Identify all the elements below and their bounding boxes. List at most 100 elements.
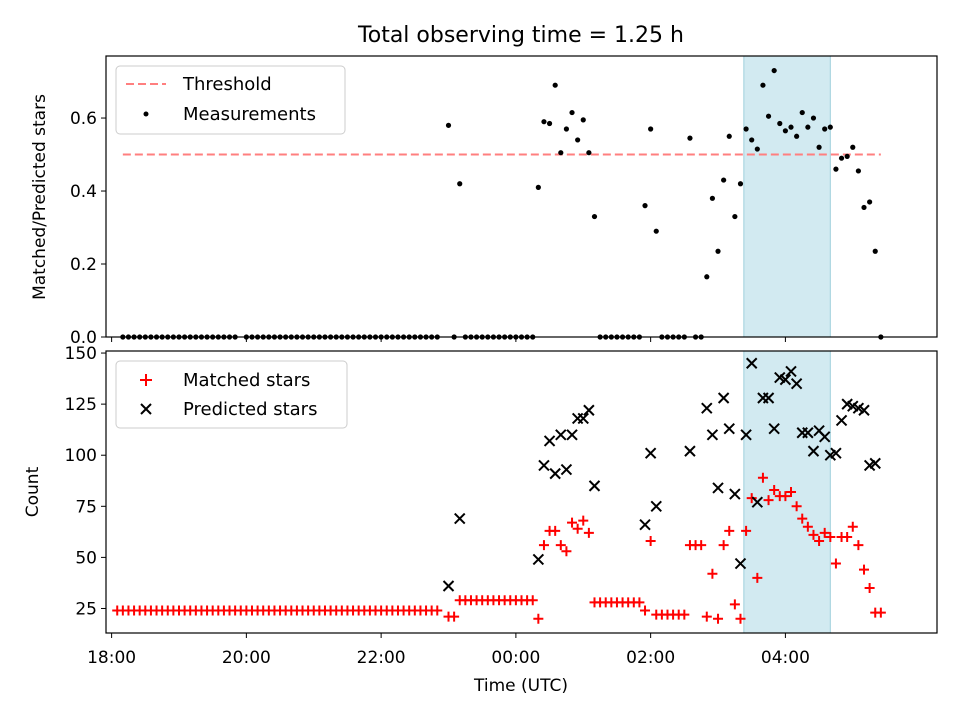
matched-star-point <box>696 540 707 551</box>
x-tick-label: 04:00 <box>761 648 810 668</box>
measurement-point <box>805 124 811 130</box>
count-y-tick-label: 125 <box>65 395 97 415</box>
ratio-x-ticks <box>111 337 786 342</box>
matched-star-point <box>550 525 561 536</box>
matched-star-point <box>752 572 763 583</box>
measurement-point <box>760 82 766 88</box>
measurement-point <box>833 166 839 172</box>
count-y-tick-label: 100 <box>65 446 97 466</box>
matched-star-point <box>701 611 712 622</box>
matched-star-point <box>555 540 566 551</box>
predicted-star-point <box>549 467 561 480</box>
predicted-star-point <box>768 422 780 435</box>
count-panel-frame <box>105 350 938 634</box>
predicted-stars-series <box>442 357 881 592</box>
x-tick-label: 20:00 <box>222 648 271 668</box>
x-tick-label: 00:00 <box>491 648 540 668</box>
predicted-star-point <box>740 429 752 441</box>
matched-star-point <box>825 531 836 542</box>
predicted-star-point <box>454 512 466 525</box>
count-legend-box <box>115 360 348 429</box>
predicted-star-point <box>650 500 662 513</box>
predicted-star-point <box>830 447 842 459</box>
matched-star-point <box>735 613 746 624</box>
matched-star-point <box>527 595 538 606</box>
measurement-point <box>799 109 805 116</box>
predicted-star-point <box>560 463 573 476</box>
matched-star-point <box>769 484 780 495</box>
measurement-point <box>569 109 575 116</box>
measurement-point <box>827 124 833 130</box>
matched-star-point <box>864 583 875 594</box>
measurement-point <box>586 150 592 156</box>
predicted-star-point <box>717 392 730 404</box>
ratio-y-tick-label: 0.6 <box>70 109 97 129</box>
measurement-point <box>552 82 558 88</box>
predicted-star-point <box>583 404 595 416</box>
matched-star-point <box>875 607 886 618</box>
legend-threshold-label: Threshold <box>182 74 272 95</box>
measurement-point <box>771 67 777 74</box>
ratio-y-tick-label: 0.0 <box>70 328 97 348</box>
count-y-axis-label: Count <box>23 466 43 517</box>
matched-star-point <box>842 531 853 542</box>
matched-star-point <box>713 613 724 624</box>
matched-star-point <box>797 513 808 524</box>
matched-star-point <box>808 529 819 540</box>
measurement-point <box>732 213 738 220</box>
predicted-star-point <box>538 459 550 472</box>
matched-star-point <box>432 605 443 616</box>
matched-star-point <box>729 599 740 610</box>
ratio-y-tick-label: 0.2 <box>70 255 97 275</box>
matched-star-point <box>640 605 651 616</box>
matched-star-point <box>830 558 841 569</box>
measurement-point <box>867 199 873 205</box>
matched-star-point <box>679 609 690 620</box>
ratio-legend: Threshold Measurements <box>115 65 346 135</box>
measurement-point <box>794 133 800 139</box>
matched-star-point <box>802 521 813 532</box>
predicted-star-point <box>858 404 870 416</box>
count-legend: Matched stars Predicted stars <box>115 360 348 429</box>
measurement-point <box>642 203 648 209</box>
measurement-point <box>709 195 716 201</box>
legend-measurements-label: Measurements <box>183 104 316 125</box>
count-panel: 25 50 75 100 125 150 18:00 20:00 22:00 00:00 02:0… <box>23 344 938 696</box>
legend-matched-swatch <box>140 374 152 386</box>
measurement-point <box>563 126 570 132</box>
matched-star-point <box>645 536 656 547</box>
matched-stars-series <box>112 472 886 624</box>
measurement-point <box>575 137 581 143</box>
predicted-star-point <box>543 435 556 447</box>
predicted-star-point <box>729 488 741 500</box>
matched-star-point <box>718 540 729 551</box>
count-y-tick-label: 25 <box>75 599 97 619</box>
matched-star-point <box>786 487 797 497</box>
matched-star-point <box>853 540 864 551</box>
measurement-point <box>754 146 760 152</box>
measurement-point <box>546 120 553 127</box>
matched-star-point <box>634 597 645 608</box>
matched-star-point <box>578 515 589 526</box>
matched-star-point <box>561 546 572 557</box>
predicted-star-point <box>684 445 696 457</box>
measurement-point <box>855 168 861 174</box>
predicted-star-point <box>746 357 758 369</box>
ratio-y-ticks: 0.0 0.2 0.4 0.6 <box>70 109 106 348</box>
observing-window <box>743 55 831 338</box>
matched-star-point <box>859 564 870 575</box>
x-tick-label: 18:00 <box>87 648 136 668</box>
predicted-star-point <box>588 480 601 492</box>
matched-star-point <box>763 495 774 506</box>
measurement-point <box>822 126 828 132</box>
legend-measurements-swatch <box>143 111 149 117</box>
predicted-star-point <box>644 447 657 459</box>
measurement-point <box>788 124 794 130</box>
matched-star-point <box>814 536 825 547</box>
x-tick-label: 22:00 <box>357 648 406 668</box>
matched-star-point <box>791 501 802 512</box>
predicted-star-point <box>701 402 713 414</box>
predicted-star-point <box>779 373 792 386</box>
measurement-point <box>844 153 850 159</box>
